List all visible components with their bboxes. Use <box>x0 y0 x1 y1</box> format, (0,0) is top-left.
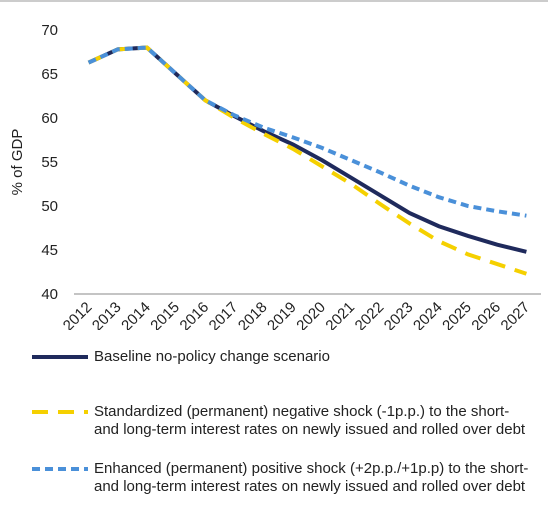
legend-swatch <box>32 410 88 414</box>
legend-item: Standardized (permanent) negative shock … <box>30 403 534 439</box>
legend-swatch <box>32 467 88 471</box>
y-tick-label: 55 <box>41 154 58 171</box>
y-tick-label: 65 <box>41 66 58 83</box>
x-tick-label: 2022 <box>352 299 388 330</box>
x-tick-label: 2026 <box>468 299 504 330</box>
legend-label: Standardized (permanent) negative shock … <box>94 403 526 438</box>
x-tick-label: 2027 <box>498 299 534 330</box>
y-tick-label: 40 <box>41 286 58 303</box>
series-line <box>87 45 527 218</box>
x-tick-label: 2024 <box>410 299 446 330</box>
x-tick-label: 2023 <box>381 299 417 330</box>
y-tick-label: 50 <box>41 198 58 215</box>
y-tick-label: 70 <box>41 22 58 39</box>
legend-item: Enhanced (permanent) positive shock (+2p… <box>30 460 534 496</box>
legend-label: Enhanced (permanent) positive shock (+2p… <box>94 460 529 495</box>
chart: % of GDP 4045505560657020122013201420152… <box>0 0 548 330</box>
y-tick-label: 45 <box>41 242 58 259</box>
x-tick-label: 2025 <box>439 299 475 330</box>
y-tick-label: 60 <box>41 110 58 127</box>
legend-item: Baseline no-policy change scenario <box>30 348 534 366</box>
legend-label: Baseline no-policy change scenario <box>94 348 330 365</box>
y-axis-label: % of GDP <box>9 129 26 196</box>
x-tick-label: 2014 <box>118 299 154 330</box>
x-tick-label: 2021 <box>322 299 358 330</box>
x-tick-label: 2019 <box>264 299 300 330</box>
x-tick-label: 2012 <box>60 299 96 330</box>
series-line <box>87 45 527 254</box>
series-line <box>87 45 528 276</box>
x-tick-label: 2017 <box>206 299 242 330</box>
x-tick-label: 2013 <box>89 299 125 330</box>
legend-swatch <box>32 355 88 359</box>
x-tick-label: 2018 <box>235 299 271 330</box>
x-tick-label: 2015 <box>147 299 183 330</box>
x-tick-label: 2016 <box>177 299 213 330</box>
x-tick-label: 2020 <box>293 299 329 330</box>
